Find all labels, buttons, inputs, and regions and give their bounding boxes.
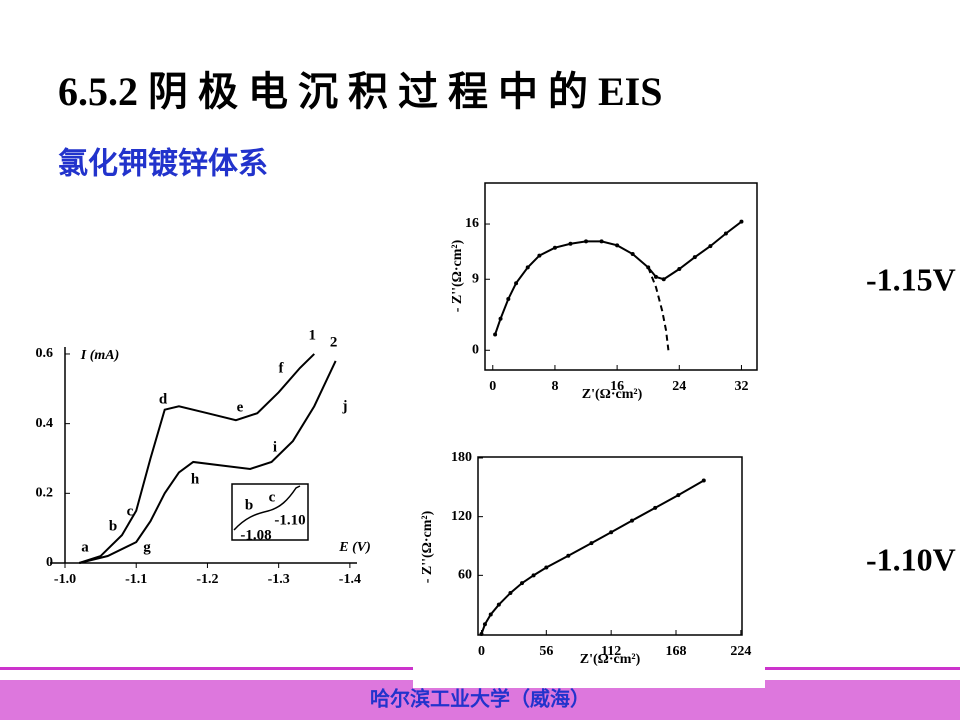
- x-tick-label: -1.3: [268, 572, 290, 587]
- x-tick-label: -1.4: [339, 572, 361, 587]
- x-tick-label: -1.2: [196, 572, 218, 587]
- voltage-label: -1.15V: [866, 261, 956, 297]
- annotation: j: [342, 398, 348, 414]
- y-tick-label: 0.6: [36, 346, 54, 361]
- data-point: [498, 316, 503, 321]
- annotation: i: [273, 439, 277, 455]
- y-tick-label: 0.4: [36, 416, 54, 431]
- data-point: [708, 244, 713, 249]
- data-point: [525, 265, 530, 270]
- data-point: [537, 253, 542, 258]
- data-point: [599, 239, 604, 244]
- annotation: a: [81, 539, 89, 555]
- data-point: [544, 565, 549, 570]
- data-point: [692, 255, 697, 260]
- y-tick-label: 0: [46, 555, 53, 570]
- footer-text: 哈尔滨工业大学（威海）: [370, 687, 590, 711]
- data-point: [566, 553, 571, 558]
- x-tick-label: 16: [610, 379, 624, 394]
- annotation: b: [109, 518, 117, 534]
- x-axis-label: E (V): [338, 540, 371, 555]
- annotation: g: [143, 539, 151, 555]
- x-tick-label: 56: [539, 644, 553, 659]
- series-line: [79, 360, 337, 564]
- series-line: [78, 353, 315, 564]
- series-line: [494, 220, 743, 335]
- data-point: [514, 281, 519, 286]
- data-point: [653, 274, 658, 279]
- chart-panel: [413, 170, 765, 408]
- voltage-label: -1.10V: [866, 541, 956, 577]
- inset-frame: [231, 483, 309, 541]
- data-point: [609, 530, 614, 535]
- series-label: 1: [309, 327, 317, 343]
- data-point: [488, 612, 493, 617]
- plot-frame: [484, 182, 758, 371]
- data-point: [508, 590, 513, 595]
- annotation: f: [279, 360, 285, 376]
- x-tick-label: 224: [730, 644, 751, 659]
- x-tick-label: 0: [478, 644, 485, 659]
- data-point: [739, 219, 744, 224]
- data-point: [496, 602, 501, 607]
- x-tick-label: 8: [551, 379, 558, 394]
- annotation: e: [237, 399, 244, 415]
- data-point: [676, 493, 681, 498]
- annotation: -1.10: [274, 512, 305, 528]
- data-point: [479, 632, 484, 637]
- data-point: [615, 243, 620, 248]
- data-point: [552, 245, 557, 250]
- slide-title: 6.5.2 阴 极 电 沉 积 过 程 中 的 EIS: [58, 69, 663, 114]
- x-tick-label: 24: [672, 379, 686, 394]
- data-point: [493, 332, 498, 337]
- data-point: [701, 478, 706, 483]
- series-label: 2: [330, 334, 338, 350]
- x-tick-label: 32: [734, 379, 748, 394]
- plot-frame: [477, 456, 743, 636]
- x-tick-label: 168: [666, 644, 687, 659]
- data-point: [568, 241, 573, 246]
- annotation: d: [159, 391, 168, 407]
- data-point: [630, 252, 635, 257]
- annotation: b: [245, 497, 253, 513]
- x-tick-label: 0: [489, 379, 496, 394]
- y-tick-label: 9: [472, 271, 479, 286]
- data-point: [531, 573, 536, 578]
- chart-panel: [413, 445, 765, 688]
- annotation: h: [191, 471, 200, 487]
- x-axis-label: Z'(Ω·cm²): [582, 387, 643, 402]
- y-tick-label: 16: [465, 216, 479, 231]
- y-tick-label: 120: [451, 509, 472, 524]
- inset-curve: [233, 485, 301, 531]
- data-point: [520, 581, 524, 586]
- data-point: [482, 622, 487, 627]
- y-tick-label: 0.2: [36, 486, 54, 501]
- y-axis-label: I (mA): [80, 348, 120, 363]
- slide-subtitle: 氯化钾镀锌体系: [58, 147, 268, 182]
- series-line: [647, 267, 670, 351]
- y-tick-label: 0: [472, 342, 479, 357]
- data-point: [661, 277, 666, 282]
- annotation: -1.08: [240, 527, 271, 543]
- y-axis-label: - Z''(Ω·cm²): [450, 239, 465, 312]
- y-tick-label: 180: [451, 450, 472, 465]
- x-tick-label: -1.1: [125, 572, 147, 587]
- data-point: [506, 296, 511, 301]
- data-point: [677, 267, 682, 272]
- data-point: [630, 518, 634, 523]
- annotation: c: [269, 489, 276, 505]
- annotation: c: [127, 503, 134, 519]
- data-point: [653, 505, 658, 510]
- data-point: [723, 231, 728, 236]
- y-axis-label: - Z''(Ω·cm²): [420, 510, 435, 583]
- x-axis-label: Z'(Ω·cm²): [580, 652, 641, 667]
- x-tick-label: -1.0: [54, 572, 76, 587]
- data-point: [589, 541, 594, 546]
- x-tick-label: 112: [601, 644, 621, 659]
- data-point: [584, 239, 589, 244]
- y-tick-label: 60: [458, 568, 472, 583]
